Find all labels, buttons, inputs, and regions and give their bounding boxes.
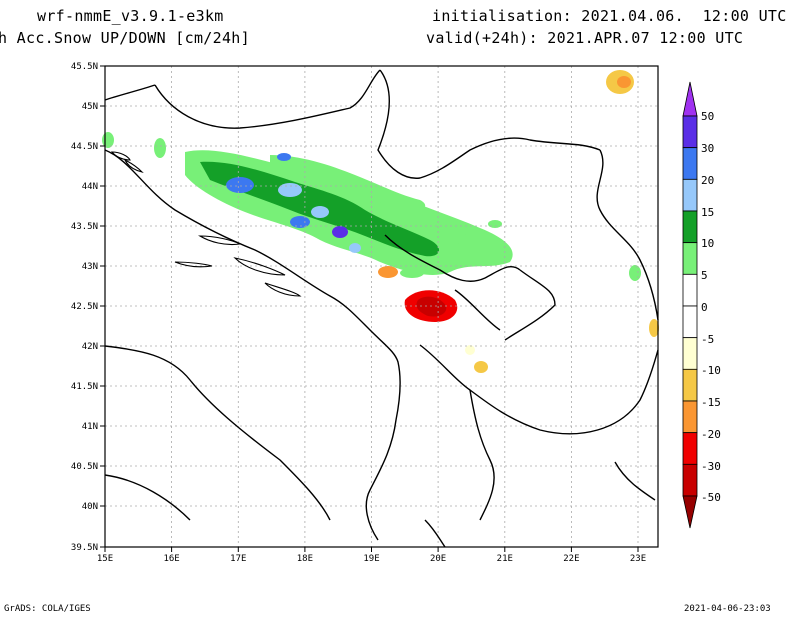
colorbar-label: 30 bbox=[701, 142, 714, 155]
colorbar-label: -15 bbox=[701, 396, 721, 409]
lon-label: 21E bbox=[497, 554, 513, 564]
colorbar-swatch bbox=[682, 273, 698, 307]
colorbar-label: 5 bbox=[701, 269, 708, 282]
lat-label: 41.5N bbox=[71, 382, 98, 392]
lon-label: 23E bbox=[630, 554, 646, 564]
lat-label: 45.5N bbox=[71, 62, 98, 72]
lon-label: 19E bbox=[363, 554, 379, 564]
colorbar-swatch bbox=[682, 368, 698, 402]
colorbar-label: -5 bbox=[701, 333, 714, 346]
colorbar-swatch bbox=[682, 242, 698, 275]
snow-increase-band bbox=[102, 132, 641, 281]
colorbar-label: -10 bbox=[701, 364, 721, 377]
colorbar-label: -30 bbox=[701, 460, 721, 473]
colorbar-label: -20 bbox=[701, 428, 721, 441]
colorbar-label: 20 bbox=[701, 174, 714, 187]
colorbar-swatch bbox=[682, 115, 698, 149]
lat-label: 42.5N bbox=[71, 302, 98, 312]
colorbar-swatch bbox=[682, 305, 698, 339]
lat-label: 45N bbox=[82, 102, 98, 112]
colorbar-swatch bbox=[682, 178, 698, 212]
lat-label: 40.5N bbox=[71, 462, 98, 472]
lon-label: 17E bbox=[230, 554, 246, 564]
model-name: wrf-nmmE_v3.9.1-e3km bbox=[37, 7, 224, 25]
lat-label: 44N bbox=[82, 182, 98, 192]
colorbar-swatch bbox=[682, 463, 698, 497]
colorbar-swatch bbox=[682, 337, 698, 370]
footer-credit: GrADS: COLA/IGES bbox=[4, 604, 91, 614]
colorbar-bottom-cap bbox=[682, 495, 698, 529]
colorbar-swatch bbox=[682, 147, 698, 180]
lat-label: 40N bbox=[82, 502, 98, 512]
footer-timestamp: 2021-04-06-23:03 bbox=[684, 604, 771, 614]
colorbar-label: -50 bbox=[701, 491, 721, 504]
lon-label: 22E bbox=[563, 554, 579, 564]
lon-label: 20E bbox=[430, 554, 446, 564]
lat-label: 39.5N bbox=[71, 543, 98, 553]
valid-time: valid(+24h): 2021.APR.07 12:00 UTC bbox=[426, 29, 744, 47]
islands bbox=[110, 151, 302, 297]
lat-label: 43N bbox=[82, 262, 98, 272]
lat-axis: 45.5N 45N 44.5N 44N 43.5N 43N 42.5N 42N … bbox=[71, 62, 105, 553]
colorbar-swatch bbox=[682, 400, 698, 434]
lon-axis: 15E 16E 17E 18E 19E 20E 21E 22E 23E bbox=[97, 547, 646, 564]
lat-label: 44.5N bbox=[71, 142, 98, 152]
colorbar-top-cap bbox=[682, 81, 698, 117]
init-time: initialisation: 2021.04.06. 12:00 UTC bbox=[432, 7, 787, 25]
field-name: h Acc.Snow UP/DOWN [cm/24h] bbox=[0, 29, 250, 47]
colorbar-label: 50 bbox=[701, 110, 714, 123]
coastlines-borders bbox=[104, 69, 659, 548]
colorbar-swatch bbox=[682, 432, 698, 465]
lat-label: 41N bbox=[82, 422, 98, 432]
colorbar-label: 10 bbox=[701, 237, 714, 250]
lat-label: 42N bbox=[82, 342, 98, 352]
lon-label: 18E bbox=[297, 554, 313, 564]
lat-label: 43.5N bbox=[71, 222, 98, 232]
lon-label: 15E bbox=[97, 554, 113, 564]
lon-label: 16E bbox=[163, 554, 179, 564]
colorbar-swatch bbox=[682, 210, 698, 244]
map-plot bbox=[102, 65, 659, 548]
colorbar-label: 15 bbox=[701, 206, 714, 219]
colorbar-label: 0 bbox=[701, 301, 708, 314]
colorbar: 50 30 20 15 10 5 0 -5 -10 -15 -20 -30 -5… bbox=[682, 81, 721, 529]
